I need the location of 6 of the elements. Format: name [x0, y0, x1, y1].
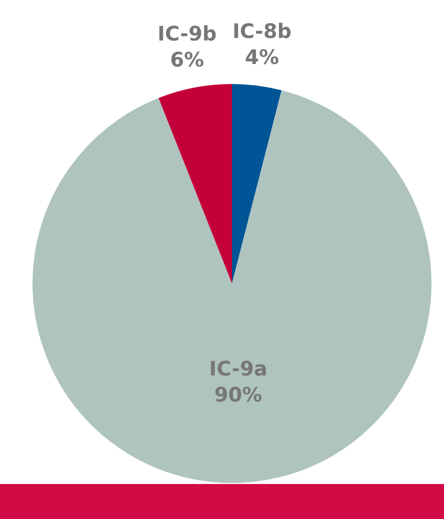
slice-label: IC-9b	[158, 21, 217, 46]
slice-label: IC-8b	[232, 19, 292, 44]
data-label: 6%	[170, 47, 204, 72]
data-label: 90%	[214, 382, 262, 406]
slice-label: IC-9a	[209, 356, 268, 380]
data-label: 4%	[245, 45, 279, 70]
